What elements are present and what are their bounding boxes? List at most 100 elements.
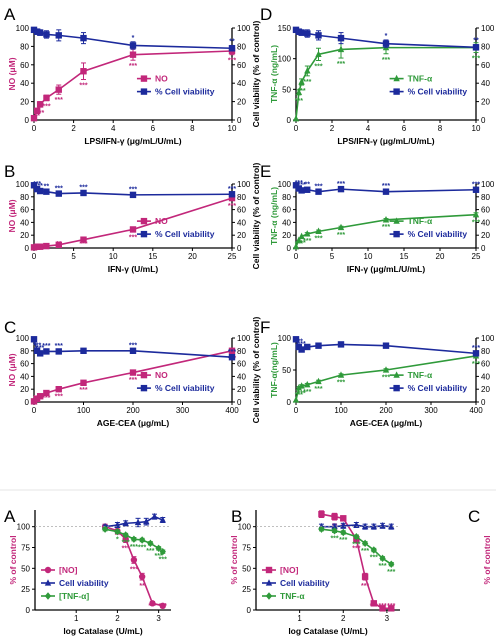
- data-point: [36, 350, 44, 357]
- data-point: [295, 384, 303, 391]
- legend: TNF-α % Cell viability: [389, 370, 467, 393]
- data-point: [337, 45, 345, 53]
- legend-label: TNF-α: [280, 591, 305, 601]
- series-tnf: *** *** *** *** *** *** ***: [292, 40, 480, 122]
- significance-label: ***: [159, 603, 167, 610]
- legend-marker: [140, 371, 148, 379]
- data-point: [315, 32, 322, 39]
- x-tick-label: 300: [424, 406, 438, 415]
- significance-label: ***: [295, 180, 303, 187]
- data-point: [43, 348, 50, 355]
- y2-tick-label: 80: [481, 42, 490, 51]
- data-point: [295, 88, 303, 95]
- legend-marker: [393, 88, 400, 95]
- y-tick-label: 75: [242, 544, 251, 553]
- x-tick-label: 25: [472, 252, 481, 261]
- y-tick-label: 100: [16, 334, 30, 343]
- legend: [NO] Cell viability [TNF-α]: [41, 565, 109, 601]
- y-axis-label: TNF-α(ng/mL): [269, 342, 279, 398]
- x-tick-label: 1: [74, 614, 79, 623]
- y2-tick-label: 40: [237, 79, 246, 88]
- significance-label: ***: [36, 345, 44, 352]
- legend-marker: [140, 217, 148, 225]
- legend: NO % Cell viability: [136, 74, 215, 97]
- data-point: [36, 29, 44, 36]
- y-tick-label: 50: [282, 366, 291, 375]
- y-tick-label: 0: [25, 244, 30, 253]
- data-point: [379, 605, 386, 612]
- y-axis-label: NO (μM): [7, 199, 17, 232]
- significance-label: ***: [337, 379, 345, 386]
- data-point: [122, 535, 129, 543]
- y2-tick-label: 0: [237, 398, 242, 407]
- data-point: [388, 560, 395, 568]
- data-point: [55, 190, 62, 197]
- significance-label: ***: [228, 186, 236, 193]
- legend-label: % Cell viability: [408, 229, 468, 239]
- y-tick-label: 0: [247, 606, 252, 615]
- significance-label: ***: [352, 546, 360, 553]
- legend-label: Cell viability: [59, 578, 109, 588]
- data-point: [228, 45, 236, 52]
- significance-label: ***: [361, 548, 369, 555]
- y-tick-label: 0: [287, 244, 292, 253]
- x-tick-label: 1: [297, 614, 302, 623]
- y-tick-label: 60: [20, 360, 29, 369]
- y2-tick-label: 100: [237, 24, 251, 33]
- data-point: [318, 510, 325, 518]
- legend-label: TNF-α: [408, 370, 433, 380]
- panel-letter: F: [260, 318, 270, 337]
- significance-label: ***: [155, 553, 163, 560]
- significance-label: ***: [298, 182, 306, 189]
- data-point: [129, 369, 137, 376]
- panel-letter: B: [231, 507, 242, 526]
- legend-marker: [393, 230, 400, 238]
- significance-label: ***: [295, 339, 303, 346]
- significance-label: ***: [228, 349, 236, 356]
- data-point: [80, 34, 87, 42]
- data-point: [388, 522, 395, 530]
- x-tick-label: 10: [228, 124, 237, 133]
- y-tick-label: 60: [20, 61, 29, 70]
- chart-panel-e: E0 5 10 15 20 25020406080100020406080100IFN-γ…: [260, 162, 495, 274]
- data-point: [298, 346, 305, 353]
- y2-tick-label: 60: [237, 61, 246, 70]
- y-tick-label: 20: [20, 98, 29, 107]
- legend-label: % Cell viability: [155, 87, 215, 97]
- y-axis-label: TNF-α (ng/mL): [269, 45, 279, 103]
- data-point: [298, 78, 305, 85]
- significance-label: ***: [33, 343, 41, 350]
- legend-label: [NO]: [280, 565, 299, 575]
- y-tick-label: 60: [282, 206, 291, 215]
- x-tick-label: 8: [438, 124, 443, 133]
- significance-label: ***: [55, 343, 63, 350]
- data-point: [80, 236, 87, 243]
- data-point: [30, 336, 38, 343]
- significance-label: ***: [159, 556, 167, 563]
- data-point: [159, 602, 166, 610]
- significance-label: ***: [138, 545, 146, 552]
- series-viab: *********: [292, 336, 480, 357]
- y-tick-label: 100: [278, 180, 292, 189]
- y2-tick-label: 0: [237, 244, 242, 253]
- significance-label: ***: [370, 555, 378, 562]
- data-point: [292, 396, 300, 403]
- series-no: ** *********: [30, 194, 236, 251]
- significance-label: ***: [298, 240, 306, 247]
- legend-label: TNF-α: [408, 74, 433, 84]
- y-axis-label: NO (μM): [7, 353, 17, 386]
- x-tick-label: 4: [111, 124, 116, 133]
- data-point: [331, 513, 338, 520]
- significance-label: ***: [303, 389, 311, 396]
- data-point: [315, 342, 322, 349]
- y-tick-label: 100: [16, 180, 30, 189]
- significance-label: ***: [36, 110, 44, 117]
- y-tick-label: 40: [20, 79, 29, 88]
- x-tick-label: 3: [156, 614, 161, 623]
- significance-label: **: [34, 113, 40, 120]
- y2-tick-label: 0: [237, 116, 242, 125]
- y-tick-label: 100: [278, 55, 292, 64]
- data-point: [228, 354, 236, 361]
- y-tick-label: 0: [287, 116, 292, 125]
- significance-label: ***: [370, 603, 378, 610]
